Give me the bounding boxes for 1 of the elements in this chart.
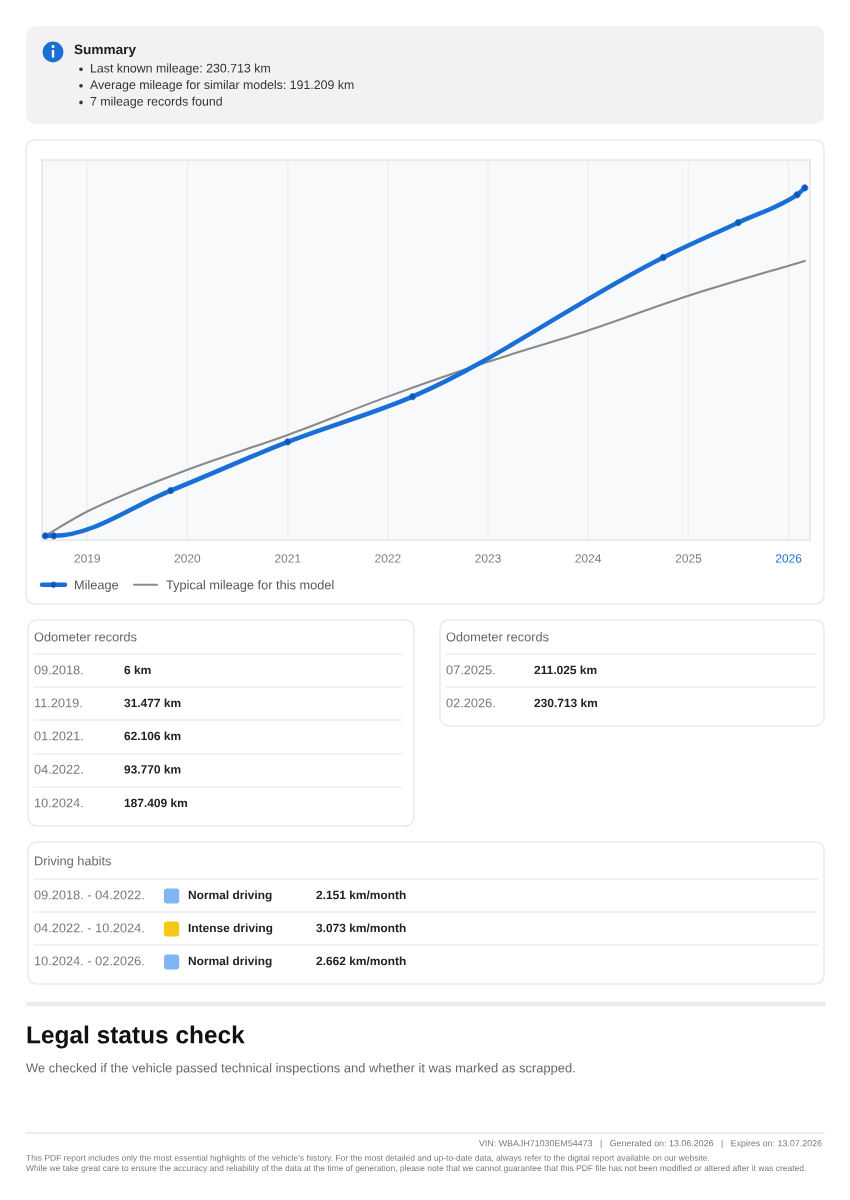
text: Legal status check	[27, 1025, 245, 1049]
